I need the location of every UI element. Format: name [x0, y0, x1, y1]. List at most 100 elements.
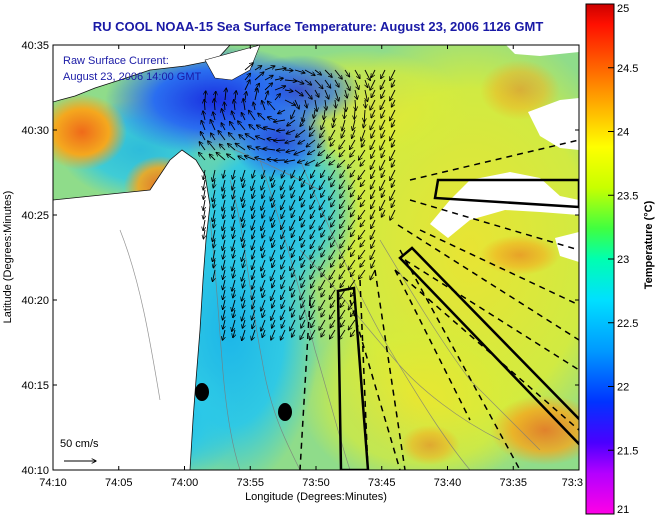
- current-arrow: [390, 69, 396, 81]
- colorbar-tick-label: 21: [617, 504, 629, 516]
- current-arrow: [270, 249, 276, 261]
- current-arrow: [281, 229, 286, 239]
- current-arrow: [294, 89, 303, 96]
- current-arrow: [291, 109, 296, 119]
- current-arrow: [258, 113, 266, 121]
- current-arrow: [198, 152, 206, 161]
- current-arrow: [302, 109, 306, 121]
- current-arrow: [348, 279, 356, 290]
- x-tick-label: 73:3: [562, 477, 583, 489]
- current-arrow: [344, 79, 350, 91]
- current-arrow: [255, 157, 266, 160]
- current-arrow: [360, 259, 366, 267]
- current-arrow: [329, 249, 336, 260]
- current-arrow: [391, 99, 396, 107]
- current-arrow: [281, 189, 286, 198]
- current-arrow: [371, 89, 376, 98]
- current-arrow: [344, 109, 345, 119]
- current-arrow: [212, 229, 215, 242]
- current-arrow: [364, 69, 370, 81]
- current-arrow: [281, 209, 286, 219]
- current-arrow: [319, 259, 326, 270]
- current-arrow: [281, 249, 286, 259]
- current-arrow: [264, 75, 273, 81]
- current-arrow: [371, 219, 376, 229]
- current-arrow: [317, 139, 326, 148]
- current-arrow: [242, 279, 245, 288]
- current-arrow: [271, 289, 276, 301]
- current-arrow: [370, 99, 376, 110]
- current-arrow: [339, 329, 346, 340]
- current-arrow: [355, 89, 357, 99]
- current-arrow: [203, 229, 205, 239]
- current-arrow: [262, 289, 265, 298]
- current-arrow: [310, 269, 316, 279]
- current-arrow: [350, 149, 356, 157]
- current-arrow: [344, 69, 350, 77]
- current-arrow: [365, 89, 368, 102]
- current-arrow: [286, 129, 296, 134]
- current-arrow: [244, 80, 250, 91]
- current-arrow: [244, 73, 251, 81]
- current-arrow: [365, 79, 368, 88]
- current-arrow: [324, 89, 329, 99]
- current-arrow: [281, 289, 286, 300]
- current-arrow: [228, 144, 236, 151]
- current-arrow: [390, 89, 396, 101]
- current-arrow: [232, 319, 236, 331]
- x-axis: 74:10 74:05 74:00 73:55 73:50 73:45 73:40 73:35…: [39, 45, 583, 503]
- current-arrow: [339, 309, 346, 319]
- current-arrow: [319, 239, 326, 250]
- current-arrow: [238, 121, 246, 131]
- current-arrow: [358, 169, 366, 180]
- current-arrow: [319, 179, 326, 190]
- current-arrow: [321, 289, 326, 297]
- current-arrow: [239, 135, 246, 141]
- current-arrow: [280, 329, 286, 340]
- current-arrow: [270, 169, 276, 181]
- current-arrow: [292, 329, 296, 337]
- current-arrow: [286, 150, 296, 152]
- current-arrow: [222, 219, 225, 231]
- current-arrow: [306, 139, 316, 147]
- current-arrow: [274, 86, 286, 91]
- current-arrow: [252, 249, 256, 259]
- current-arrow: [381, 169, 386, 178]
- current-arrow: [290, 239, 296, 251]
- current-arrow: [281, 299, 286, 308]
- current-arrow: [253, 102, 255, 111]
- current-arrow: [252, 209, 255, 219]
- current-arrow: [222, 259, 225, 270]
- current-arrow: [261, 279, 266, 291]
- current-arrow: [284, 90, 293, 91]
- current-arrow: [299, 169, 306, 181]
- current-arrow: [340, 169, 346, 178]
- current-arrow: [274, 94, 280, 101]
- current-arrow: [300, 119, 306, 126]
- y-axis: 40:35 40:30 40:25 40:20 40:15 40:10 Latitude …: [2, 40, 579, 477]
- map-title: RU COOL NOAA-15 Sea Surface Temperature:…: [93, 19, 544, 34]
- station-dot-2: [278, 403, 292, 421]
- current-arrow: [335, 99, 336, 108]
- current-arrow: [316, 159, 326, 166]
- current-arrow: [321, 269, 326, 277]
- current-arrow: [221, 123, 226, 131]
- current-arrow: [324, 109, 325, 120]
- current-arrow: [310, 219, 316, 229]
- current-arrow: [360, 239, 366, 247]
- current-arrow: [232, 299, 236, 311]
- y-tick-label: 40:20: [21, 295, 49, 307]
- current-arrow: [352, 119, 355, 130]
- current-arrow: [390, 169, 396, 181]
- current-arrow: [212, 169, 215, 182]
- current-arrow: [334, 89, 339, 101]
- current-arrow: [319, 319, 326, 330]
- current-arrow: [325, 99, 326, 110]
- current-arrow: [320, 129, 326, 138]
- station-dot-1: [195, 383, 209, 401]
- current-arrow: [350, 189, 356, 197]
- current-arrow: [359, 269, 366, 279]
- current-arrow: [287, 119, 296, 126]
- current-arrow: [391, 119, 396, 127]
- current-arrow: [252, 289, 256, 300]
